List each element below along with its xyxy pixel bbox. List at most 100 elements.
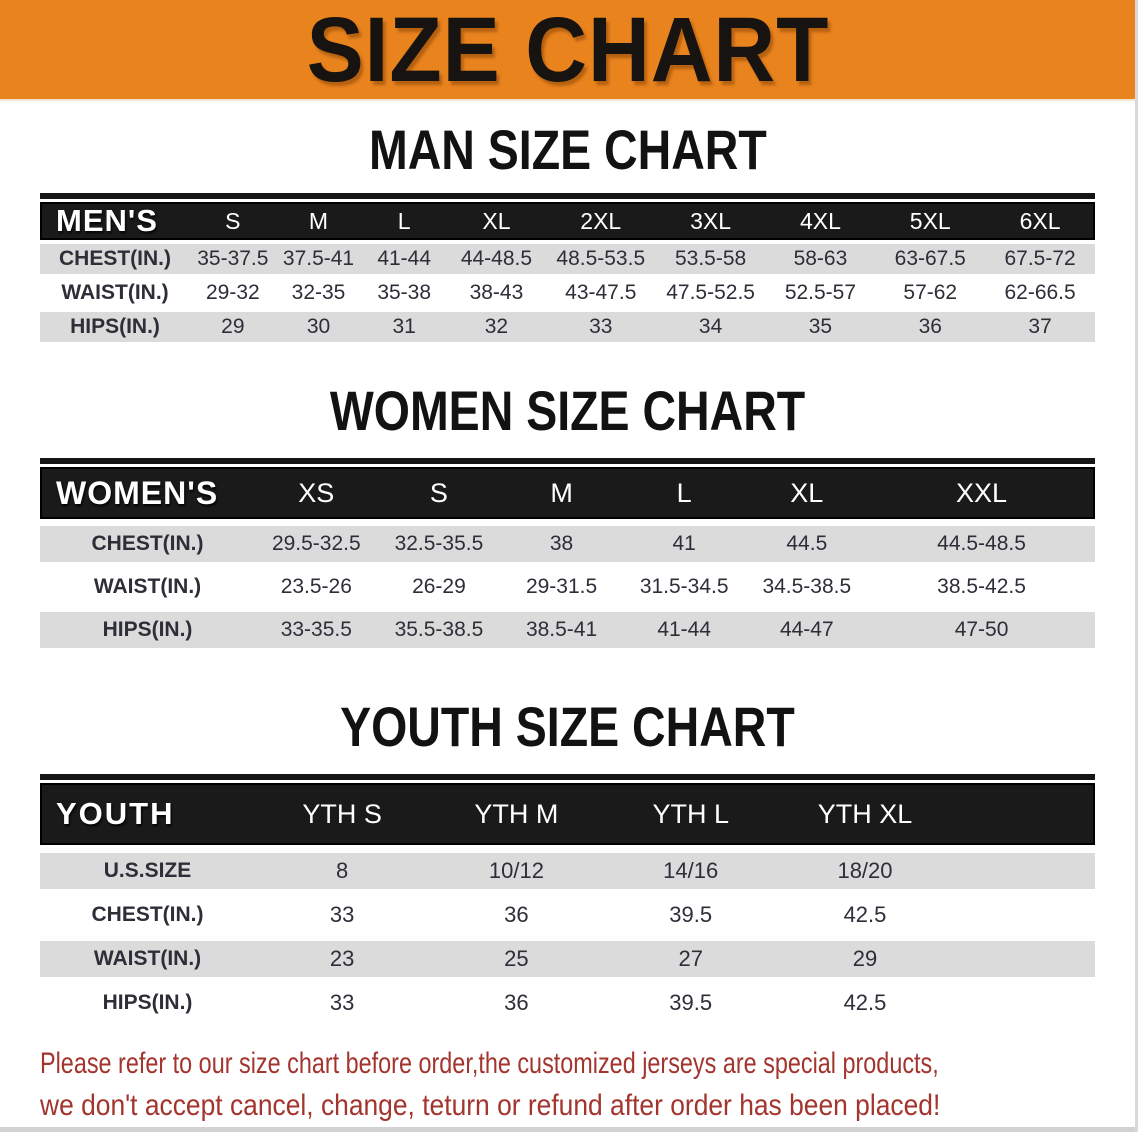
row-label: HIPS(IN.) [102,618,193,641]
size-cell: 26-29 [412,575,466,598]
size-cell: 44-48.5 [460,247,533,270]
row-label: WAIST(IN.) [93,947,202,970]
table-header-row: WOMEN'S XS S M L XL XXL [40,467,1095,519]
size-cell: 23 [329,946,355,971]
size-cell: 47.5-52.5 [666,281,755,304]
table-header-row: YOUTH YTH S YTH M YTH L YTH XL [40,783,1095,845]
size-cell: 25 [504,946,529,971]
column-header: 3XL [690,207,732,234]
size-cell: 44.5-48.5 [937,532,1026,555]
size-cell: 37 [1028,315,1052,338]
size-cell: 43-47.5 [565,281,637,304]
size-cell: 23.5-26 [280,575,352,598]
row-label: CHEST(IN.) [91,532,204,555]
size-cell: 14/16 [663,858,719,883]
table-corner-label: MEN'S [56,203,158,238]
size-cell: 36 [504,990,529,1015]
column-header: S [225,207,241,234]
size-cell: 36 [504,902,529,927]
row-label: WAIST(IN.) [93,575,202,598]
row-label: WAIST(IN.) [61,281,169,304]
column-header: M [550,477,573,508]
size-cell: 41-44 [657,618,712,641]
section-heading-text: WOMEN SIZE CHART [329,379,806,443]
section-heading: YOUTH SIZE CHART [0,695,1135,759]
size-cell: 37.5-41 [282,247,355,270]
size-table-youth: YOUTH YTH S YTH M YTH L YTH XL U.S.SIZE 8 10/12… [40,774,1095,1021]
size-cell: 29.5-32.5 [271,532,361,555]
size-cell: 32 [484,315,509,338]
column-header: XXL [956,477,1008,508]
size-cell: 47-50 [954,618,1009,641]
size-table-women: WOMEN'S XS S M L XL XXL CHEST(IN.) 29.5-32.5 32.5… [40,458,1095,648]
column-header: L [676,477,692,508]
size-cell: 44-47 [779,618,834,641]
man-size-section: MAN SIZE CHART MEN'S S M L XL 2XL 3XL 4XL 5XL 6XL… [0,118,1135,342]
column-header: M [308,207,329,234]
table-row: HIPS(IN.) 33 36 39.5 42.5 [40,985,1095,1021]
size-cell: 32.5-35.5 [394,532,484,555]
row-label: HIPS(IN.) [102,991,193,1014]
size-cell: 42.5 [843,990,887,1015]
table-corner-label: WOMEN'S [56,474,219,511]
column-header: YTH S [302,798,382,829]
size-cell: 63-67.5 [894,247,966,270]
column-header: YTH XL [817,798,913,829]
column-header: XS [298,477,335,508]
banner: SIZE CHART [0,0,1135,101]
table-row: CHEST(IN.) 35-37.5 37.5-41 41-44 44-48.5 48.5… [40,244,1095,274]
section-heading: WOMEN SIZE CHART [0,379,1135,443]
table-row: CHEST(IN.) 33 36 39.5 42.5 [40,897,1095,933]
size-cell: 35-38 [377,281,432,304]
table-row: WAIST(IN.) 29-32 32-35 35-38 38-43 43-47.5 47.… [40,278,1095,308]
size-cell: 33 [589,315,613,338]
size-cell: 34 [698,315,723,338]
table-row: U.S.SIZE 8 10/12 14/16 18/20 [40,853,1095,889]
size-cell: 41-44 [377,247,432,270]
size-cell: 27 [678,946,703,971]
row-label: U.S.SIZE [103,859,192,882]
women-size-section: WOMEN SIZE CHART WOMEN'S XS S M L XL XXL CHEST(… [0,379,1135,648]
size-cell: 42.5 [843,902,887,927]
size-cell: 35 [808,315,833,338]
size-cell: 31.5-34.5 [639,575,729,598]
size-cell: 38 [549,532,574,555]
section-heading-text: MAN SIZE CHART [368,118,767,182]
size-cell: 18/20 [837,858,893,883]
size-cell: 44.5 [786,532,828,555]
size-cell: 53.5-58 [674,247,747,270]
size-cell: 36 [918,315,942,338]
table-row: HIPS(IN.) 33-35.5 35.5-38.5 38.5-41 41-44 44-… [40,612,1095,648]
size-cell: 58-63 [793,247,848,270]
size-cell: 57-62 [903,281,958,304]
size-cell: 30 [306,315,331,338]
row-label: HIPS(IN.) [70,315,160,338]
column-header: 2XL [580,207,622,234]
size-cell: 29-32 [205,281,260,304]
table-row: HIPS(IN.) 29 30 31 32 33 34 35 36 37 [40,312,1095,342]
size-cell: 39.5 [669,990,713,1015]
column-header: 6XL [1019,207,1061,234]
column-header: YTH L [652,798,729,829]
footer-note: Please refer to our size chart before or… [40,1043,1135,1127]
column-header: XL [790,477,824,508]
table-row: WAIST(IN.) 23.5-26 26-29 29-31.5 31.5-34.5 34… [40,569,1095,605]
size-cell: 35.5-38.5 [394,618,484,641]
table-corner-label: YOUTH [56,796,175,831]
size-cell: 38.5-41 [525,618,598,641]
column-header: XL [482,207,511,234]
banner-title: SIZE CHART [306,0,829,101]
size-cell: 10/12 [488,858,544,883]
size-cell: 38.5-42.5 [937,575,1026,598]
size-cell: 67.5-72 [1004,247,1076,270]
size-cell: 62-66.5 [1004,281,1076,304]
size-cell: 33 [329,990,355,1015]
size-table-men: MEN'S S M L XL 2XL 3XL 4XL 5XL 6XL CHEST(IN.) 35-37… [40,193,1095,342]
youth-size-section: YOUTH SIZE CHART YOUTH YTH S YTH M YTH L YTH… [0,695,1135,1021]
section-heading-text: YOUTH SIZE CHART [340,695,795,759]
size-cell: 52.5-57 [784,281,857,304]
size-cell: 33 [329,902,355,927]
table-row: CHEST(IN.) 29.5-32.5 32.5-35.5 38 41 44.5 44.5… [40,526,1095,562]
size-cell: 41 [672,532,696,555]
